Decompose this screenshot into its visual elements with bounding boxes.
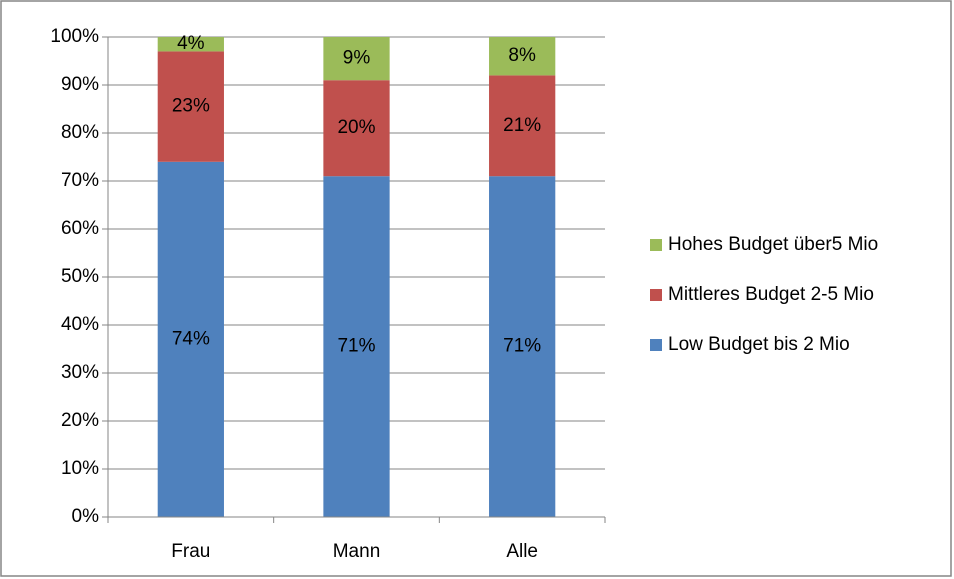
- bar-segment: [157, 51, 224, 162]
- bar-segment: [323, 176, 390, 517]
- x-tick-label: Mann: [333, 541, 381, 562]
- data-label: 8%: [508, 45, 536, 66]
- data-label: 9%: [343, 48, 371, 69]
- y-tick-label: 20%: [61, 410, 99, 431]
- y-tick-label: 0%: [72, 506, 100, 527]
- data-label: 71%: [503, 336, 541, 357]
- data-label: 4%: [177, 33, 205, 54]
- bar-segment: [489, 37, 556, 76]
- data-label: 74%: [172, 328, 210, 349]
- bars: [157, 37, 556, 517]
- bar-segment: [489, 176, 556, 517]
- legend-swatch: [650, 339, 662, 351]
- legend-label: Mittleres Budget 2-5 Mio: [668, 284, 874, 305]
- bar-segment: [489, 75, 556, 177]
- data-label: 71%: [337, 336, 375, 357]
- y-tick-label: 40%: [61, 314, 99, 335]
- y-tick-label: 60%: [61, 218, 99, 239]
- bar-segment: [157, 37, 224, 52]
- bar-segment: [157, 161, 224, 517]
- x-tick-label: Frau: [171, 541, 210, 562]
- data-label: 21%: [503, 115, 541, 136]
- bar-segment: [323, 37, 390, 81]
- overlay: 0% 10% 20% 30% 40% 50% 60% 70% 80% 90% 100% Frau 74%…: [50, 26, 878, 562]
- legend-swatch: [650, 289, 662, 301]
- x-tick-label: Alle: [506, 541, 538, 562]
- y-tick-label: 90%: [61, 74, 99, 95]
- y-tick-label: 100%: [50, 26, 99, 47]
- legend-label: Low Budget bis 2 Mio: [668, 334, 850, 355]
- data-label: 23%: [172, 96, 210, 117]
- y-tick-label: 70%: [61, 170, 99, 191]
- data-label: 20%: [337, 117, 375, 138]
- y-tick-label: 30%: [61, 362, 99, 383]
- bar-segment: [323, 80, 390, 177]
- legend-label: Hohes Budget über5 Mio: [668, 234, 878, 255]
- y-tick-label: 80%: [61, 122, 99, 143]
- y-tick-label: 50%: [61, 266, 99, 287]
- legend-swatch: [650, 239, 662, 251]
- y-tick-label: 10%: [61, 458, 99, 479]
